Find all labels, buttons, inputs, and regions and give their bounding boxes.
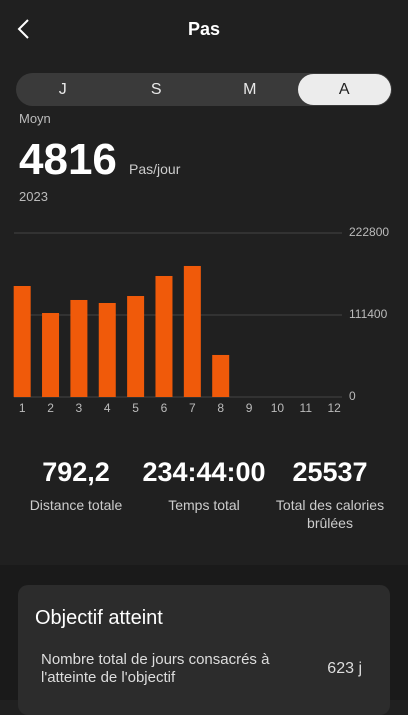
bar bbox=[183, 265, 201, 397]
stat-value: 792,2 bbox=[42, 457, 110, 487]
x-tick-label: 4 bbox=[104, 401, 111, 415]
x-tick-label: 3 bbox=[76, 401, 83, 415]
stat: 25537 Total des calories brûlées bbox=[262, 457, 398, 532]
stat-label: Total des calories brûlées bbox=[275, 497, 385, 531]
bar bbox=[155, 275, 173, 397]
stat-value: 234:44:00 bbox=[142, 457, 266, 487]
y-tick-label: 0 bbox=[349, 389, 356, 403]
tab[interactable]: J bbox=[58, 80, 67, 98]
avg-label: Moyn bbox=[19, 111, 51, 126]
x-tick-label: 12 bbox=[327, 401, 341, 415]
x-tick-label: 11 bbox=[300, 401, 313, 415]
period: 2023 bbox=[19, 189, 48, 204]
bar bbox=[13, 285, 31, 397]
bar bbox=[70, 299, 88, 397]
x-tick-label: 7 bbox=[189, 401, 196, 415]
row-label: Nombre total de jours consacrés à l'atte… bbox=[41, 651, 270, 686]
x-tick-label: 9 bbox=[246, 401, 253, 415]
y-tick-label: 222800 bbox=[349, 225, 389, 239]
stat: 792,2 Distance totale bbox=[8, 457, 144, 514]
bar bbox=[42, 313, 60, 397]
tab[interactable]: S bbox=[150, 80, 162, 98]
x-tick-label: 1 bbox=[19, 401, 26, 415]
y-tick-label: 111400 bbox=[349, 307, 388, 321]
card-title: Objectif atteint bbox=[35, 607, 163, 629]
x-tick-label: 10 bbox=[271, 401, 285, 415]
objective-card: Objectif atteint Nombre total de jours c… bbox=[18, 585, 390, 715]
back-button[interactable] bbox=[14, 16, 34, 42]
avg-unit: Pas/jour bbox=[129, 161, 181, 177]
row-value: 623 j bbox=[327, 660, 362, 677]
page-title: Pas bbox=[187, 19, 221, 39]
x-tick-label: 6 bbox=[161, 401, 168, 415]
tab[interactable]: M bbox=[243, 80, 257, 98]
x-tick-label: 8 bbox=[217, 401, 224, 415]
stat-label: Distance totale bbox=[29, 497, 123, 513]
bar bbox=[98, 303, 116, 397]
x-tick-label: 2 bbox=[47, 401, 54, 415]
bar bbox=[127, 296, 145, 397]
stat-label: Temps total bbox=[168, 497, 240, 513]
x-tick-label: 5 bbox=[132, 401, 139, 415]
stat: 234:44:00 Temps total bbox=[136, 457, 272, 514]
bar bbox=[212, 354, 230, 397]
tab[interactable]: A bbox=[297, 74, 391, 105]
avg-value: 4816 bbox=[19, 135, 117, 184]
stat-value: 25537 bbox=[292, 457, 368, 487]
